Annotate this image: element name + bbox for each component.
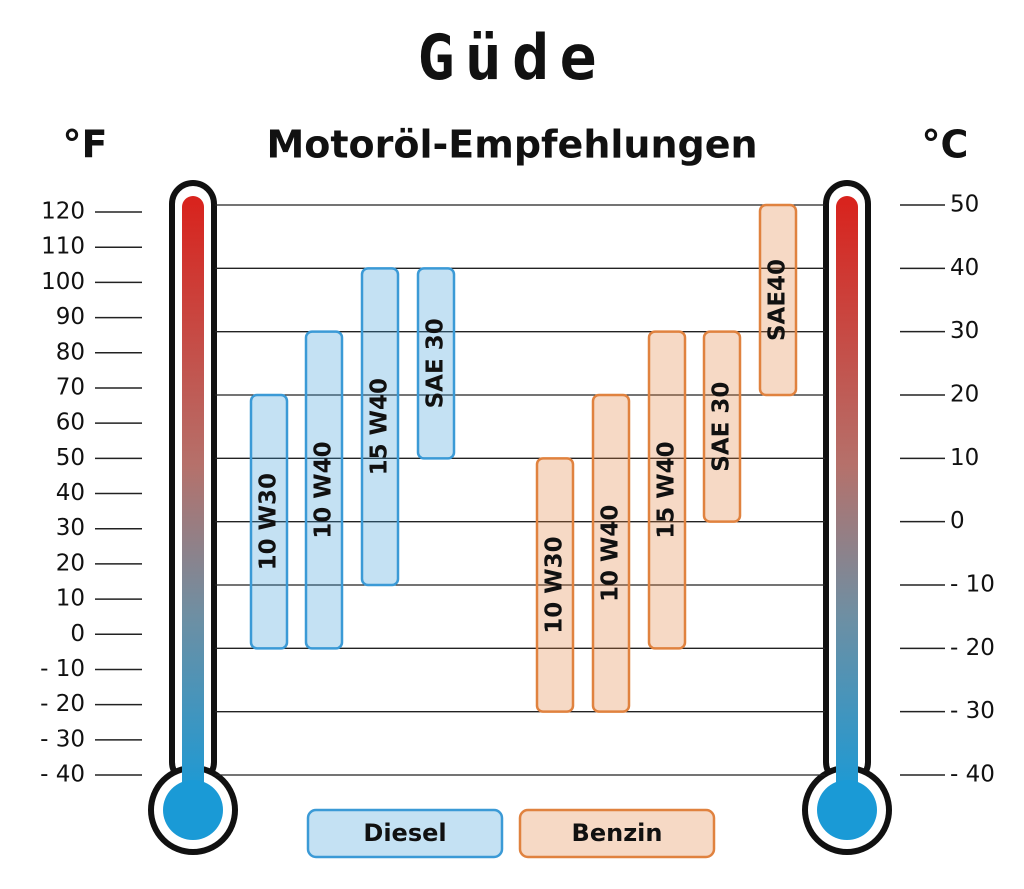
y2-tick-label: 60 <box>56 410 85 436</box>
y2-tick-label: 90 <box>56 304 85 330</box>
bar-label: SAE40 <box>765 259 791 341</box>
bar <box>304 330 344 650</box>
y2-tick-label: 20 <box>56 550 85 576</box>
y-tick-label: 20 <box>950 382 979 408</box>
bar <box>702 330 742 523</box>
range-bar: 10 W30 <box>249 393 289 650</box>
bar-fill <box>704 331 740 522</box>
bar-label: 10 W40 <box>311 441 337 538</box>
bar-fill <box>362 268 398 585</box>
y2-tick-label: - 10 <box>40 656 85 682</box>
legend-label: Benzin <box>572 819 663 847</box>
range-bar: SAE 30 <box>416 267 456 460</box>
y2-tick-label: 110 <box>41 234 85 260</box>
y2-tick-label: 80 <box>56 339 85 365</box>
thermometer-right <box>802 180 892 855</box>
y2-tick-label: - 30 <box>40 726 85 752</box>
bar <box>416 267 456 460</box>
logo: Güde <box>417 21 606 94</box>
legend-swatch <box>306 808 504 859</box>
bar-label: SAE 30 <box>709 382 735 472</box>
range-bar: 15 W40 <box>647 330 687 650</box>
y2-tick-label: 30 <box>56 515 85 541</box>
y2-unit: °F <box>63 123 108 167</box>
range-bar: 10 W30 <box>535 457 575 713</box>
legend-swatch <box>518 808 716 859</box>
bar <box>535 457 575 713</box>
y-unit: °C <box>922 123 969 167</box>
bar-fill <box>760 205 796 395</box>
y-tick-label: 40 <box>950 255 979 281</box>
range-bar: SAE40 <box>758 203 798 397</box>
chart-title: Motoröl-Empfehlungen <box>266 123 757 167</box>
bar-label: 15 W40 <box>654 441 680 538</box>
bar-fill <box>306 331 342 649</box>
bar-label: SAE 30 <box>423 318 449 408</box>
bar-fill <box>649 331 685 649</box>
range-bar: SAE 30 <box>702 330 742 523</box>
y2-tick-label: 70 <box>56 374 85 400</box>
range-bar: 10 W40 <box>304 330 344 650</box>
y-tick-label: 50 <box>950 192 979 218</box>
bar-fill <box>418 268 454 459</box>
y-tick-label: - 30 <box>950 698 995 724</box>
y-tick-label: 0 <box>950 508 965 534</box>
bar-label: 15 W40 <box>367 378 393 475</box>
bar-fill <box>251 395 287 649</box>
y-tick-label: - 10 <box>950 572 995 598</box>
y-tick-label: 30 <box>950 318 979 344</box>
bar <box>249 393 289 650</box>
y2-tick-label: 100 <box>41 269 85 295</box>
bar <box>758 203 798 397</box>
bar-fill <box>593 395 629 712</box>
y2-tick-label: 120 <box>41 199 85 225</box>
y2-tick-label: 40 <box>56 480 85 506</box>
bar-fill <box>537 458 573 712</box>
y-tick-label: - 20 <box>950 635 995 661</box>
y2-tick-label: - 20 <box>40 691 85 717</box>
bar <box>647 330 687 650</box>
thermometer-left <box>148 180 238 855</box>
range-bar: 15 W40 <box>360 267 400 587</box>
bar-label: 10 W30 <box>256 473 282 570</box>
y2-tick-label: 10 <box>56 586 85 612</box>
range-bar: 10 W40 <box>591 393 631 713</box>
legend-label: Diesel <box>363 819 446 847</box>
bar <box>360 267 400 587</box>
bar <box>591 393 631 713</box>
y2-tick-label: - 40 <box>40 762 85 788</box>
y2-tick-label: 0 <box>70 621 85 647</box>
bar-label: 10 W40 <box>598 505 624 602</box>
bar-label: 10 W30 <box>542 536 568 633</box>
y-tick-label: - 40 <box>950 762 995 788</box>
y-tick-label: 10 <box>950 445 979 471</box>
y2-tick-label: 50 <box>56 445 85 471</box>
